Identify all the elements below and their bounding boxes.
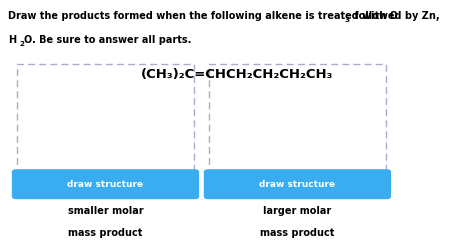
Text: draw structure: draw structure (259, 180, 336, 189)
Text: Draw the products formed when the following alkene is treated with O: Draw the products formed when the follow… (8, 11, 398, 21)
FancyBboxPatch shape (209, 64, 386, 172)
Text: O. Be sure to answer all parts.: O. Be sure to answer all parts. (24, 35, 191, 45)
Text: smaller molar: smaller molar (68, 206, 143, 216)
Text: 3: 3 (344, 17, 349, 23)
Text: (CH₃)₂C=CHCH₂CH₂CH₂CH₃: (CH₃)₂C=CHCH₂CH₂CH₂CH₃ (141, 68, 333, 81)
Text: followed by Zn,: followed by Zn, (351, 11, 439, 21)
FancyBboxPatch shape (204, 169, 391, 199)
Text: mass product: mass product (260, 228, 335, 238)
Text: draw structure: draw structure (67, 180, 144, 189)
FancyBboxPatch shape (17, 64, 194, 172)
Text: H: H (8, 35, 16, 45)
FancyBboxPatch shape (12, 169, 199, 199)
Text: larger molar: larger molar (264, 206, 331, 216)
Text: 2: 2 (19, 41, 24, 47)
Text: mass product: mass product (68, 228, 143, 238)
